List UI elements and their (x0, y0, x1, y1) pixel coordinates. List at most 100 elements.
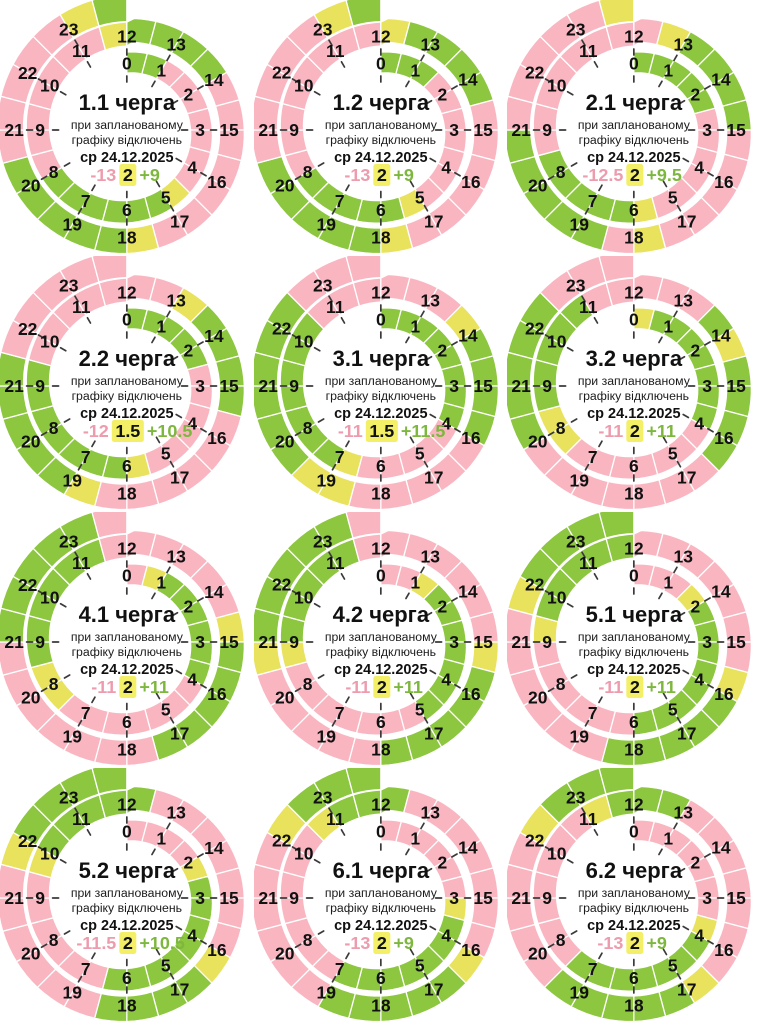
subtitle-line1: при запланованому (71, 886, 184, 900)
hour-tick (673, 566, 679, 574)
hour-label: 11 (579, 809, 598, 829)
hour-label: 1 (156, 572, 166, 592)
time-segment (598, 512, 635, 539)
hour-label: 4 (187, 158, 197, 178)
hour-label: 9 (543, 632, 553, 652)
hour-label: 6 (629, 968, 639, 988)
hour-label: 16 (714, 684, 734, 704)
hour-label: 9 (543, 120, 553, 140)
hour-label: 13 (166, 290, 186, 310)
hour-label: 16 (461, 684, 481, 704)
hour-tick (409, 436, 414, 444)
hour-label: 8 (49, 162, 59, 182)
hour-label: 5 (161, 443, 171, 463)
hour-label: 11 (579, 553, 598, 573)
stat-on: +9 (647, 933, 668, 953)
hour-label: 21 (258, 632, 278, 652)
hour-label: 5 (668, 443, 678, 463)
stat-maybe-box (119, 163, 137, 186)
hour-label: 1 (664, 572, 674, 592)
hour-tick (673, 822, 679, 830)
hour-label: 9 (289, 888, 299, 908)
queue-chart-cell: 0 1 2 3 4 5 6 7 8 9 10 11 12 13 14 15 16 17 18 19 20 21 22 23 3.… (253, 256, 508, 512)
stat-off: -13 (344, 165, 370, 185)
hour-label: 10 (547, 844, 566, 864)
hour-label: 1 (664, 60, 674, 80)
hour-label: 11 (579, 41, 598, 61)
hour-label: 16 (714, 172, 734, 192)
hour-label: 3 (195, 376, 205, 396)
hour-tick (169, 972, 175, 980)
hour-tick (169, 460, 175, 468)
hour-label: 10 (294, 588, 313, 608)
hour-tick (344, 440, 350, 448)
hour-label: 15 (473, 632, 493, 652)
stat-maybe: 2 (123, 933, 133, 953)
stat-on: +11 (647, 677, 677, 697)
hour-label: 4 (695, 926, 705, 946)
hour-label: 18 (117, 739, 137, 759)
subtitle-line1: при запланованому (578, 630, 691, 644)
hour-label: 21 (512, 120, 532, 140)
hour-label: 16 (461, 428, 481, 448)
hour-tick (570, 674, 578, 679)
hour-label: 17 (677, 980, 696, 1000)
stat-on: +11 (647, 421, 677, 441)
hour-label: 9 (35, 120, 45, 140)
hour-label: 21 (4, 632, 24, 652)
hour-label: 12 (117, 795, 137, 815)
hour-tick (200, 683, 207, 689)
hour-label: 21 (258, 888, 278, 908)
time-segment (345, 0, 382, 27)
hour-tick (59, 90, 67, 96)
hour-tick (37, 334, 45, 339)
hour-label: 7 (335, 703, 345, 723)
stat-off: -11 (599, 421, 624, 441)
hour-tick (327, 295, 333, 303)
hour-tick (704, 597, 712, 602)
time-segment (598, 768, 635, 795)
hour-tick (37, 846, 45, 851)
hour-label: 18 (624, 995, 644, 1015)
hour-label: 13 (674, 802, 694, 822)
hour-label: 19 (62, 471, 82, 491)
hour-label: 2 (437, 597, 447, 617)
hour-label: 22 (272, 63, 292, 83)
stat-on: +9 (139, 165, 160, 185)
hour-label: 15 (219, 632, 239, 652)
hour-label: 7 (81, 703, 91, 723)
hour-tick (598, 184, 604, 192)
hour-label: 2 (183, 85, 193, 105)
hour-tick (707, 171, 715, 177)
hour-tick (678, 867, 686, 873)
hour-tick (544, 846, 552, 851)
hour-tick (196, 853, 204, 858)
hour-tick (581, 39, 587, 47)
date-label: ср 24.12.2025 (334, 662, 427, 678)
hour-label: 10 (294, 332, 313, 352)
hour-label: 21 (4, 120, 24, 140)
hour-tick (77, 719, 83, 727)
hour-label: 19 (570, 215, 590, 235)
queue-chart-cell: 0 1 2 3 4 5 6 7 8 9 10 11 12 13 14 15 16 17 18 19 20 21 22 23 6.… (253, 768, 508, 1024)
stat-maybe: 2 (630, 165, 640, 185)
hour-label: 9 (543, 888, 553, 908)
hour-label: 7 (335, 191, 345, 211)
hour-tick (584, 975, 590, 983)
hour-label: 8 (49, 418, 59, 438)
hour-label: 20 (21, 431, 40, 451)
hour-label: 2 (183, 341, 193, 361)
hour-label: 23 (313, 787, 333, 807)
hour-label: 7 (335, 959, 345, 979)
hour-label: 4 (695, 670, 705, 690)
subtitle-line2: графіку відключень (579, 901, 689, 915)
stat-maybe: 2 (630, 421, 640, 441)
hour-tick (317, 930, 325, 935)
date-label: ср 24.12.2025 (334, 150, 427, 166)
time-segment (91, 768, 128, 795)
hour-label: 22 (18, 319, 38, 339)
subtitle-line1: при запланованому (71, 630, 184, 644)
